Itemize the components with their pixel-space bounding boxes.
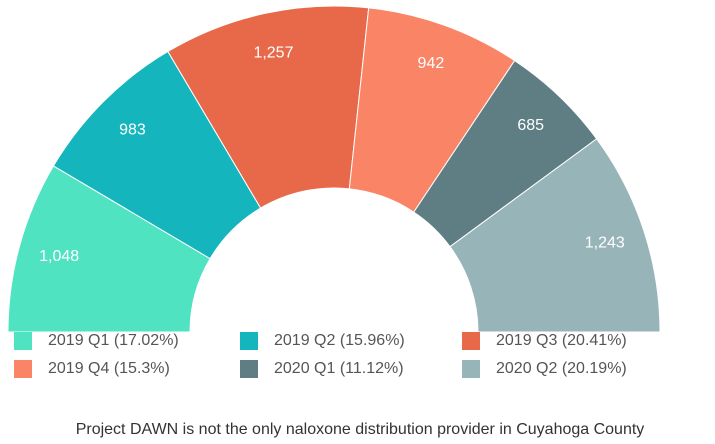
slice <box>449 138 661 333</box>
legend-label: 2020 Q2 (20.19%) <box>496 360 627 377</box>
legend-swatch <box>14 332 32 350</box>
legend-label: 2019 Q2 (15.96%) <box>274 332 405 349</box>
data-label: 942 <box>418 55 445 72</box>
legend-swatch <box>462 332 480 350</box>
data-label: 1,243 <box>585 234 625 251</box>
data-label: 983 <box>119 122 146 139</box>
legend-swatch <box>240 360 258 378</box>
legend-label: 2019 Q3 (20.41%) <box>496 332 627 349</box>
legend-label: 2019 Q4 (15.3%) <box>48 360 170 377</box>
caption: Project DAWN is not the only naloxone di… <box>76 421 645 438</box>
legend-swatch <box>240 332 258 350</box>
legend-swatch <box>14 360 32 378</box>
legend-label: 2020 Q1 (11.12%) <box>274 360 404 377</box>
legend-label: 2019 Q1 (17.02%) <box>48 332 179 349</box>
legend-swatch <box>462 360 480 378</box>
data-label: 1,048 <box>39 248 79 265</box>
data-label: 1,257 <box>253 45 293 62</box>
data-label: 685 <box>517 117 544 134</box>
